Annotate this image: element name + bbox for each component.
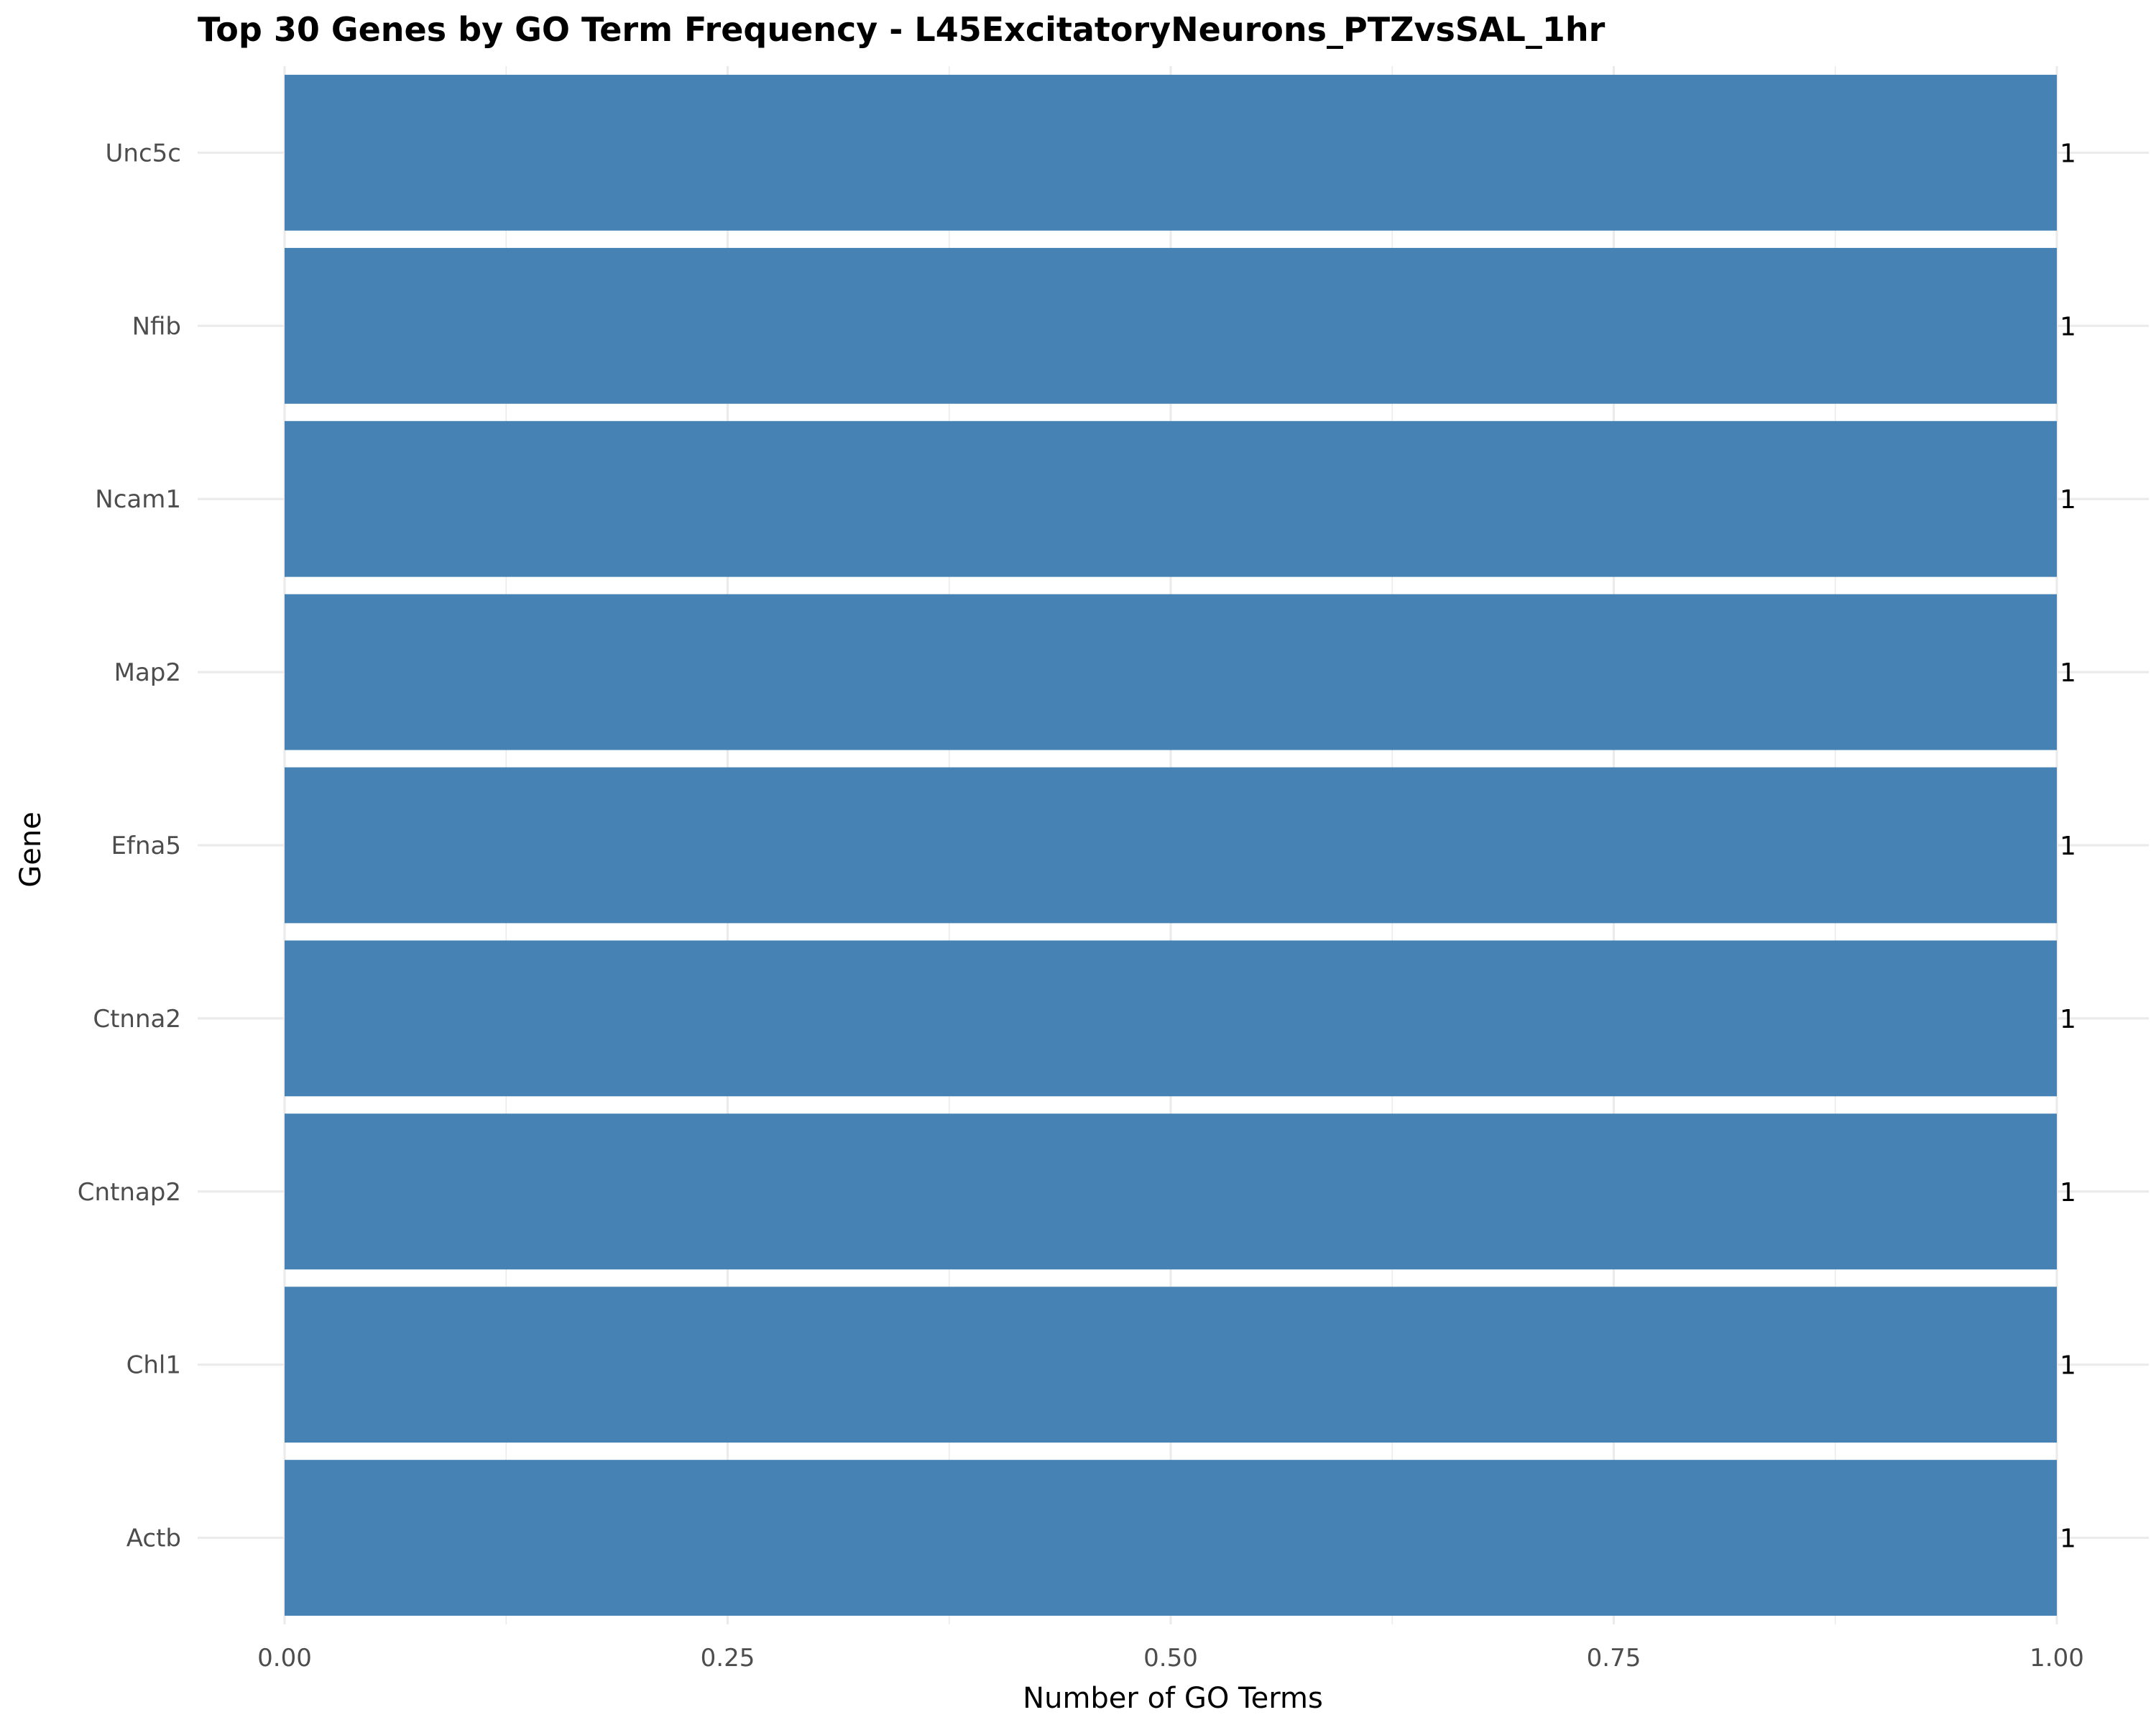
bar-cntnap2 bbox=[285, 1113, 2057, 1270]
y-tick-label: Actb bbox=[126, 1524, 181, 1553]
y-axis-title: Gene bbox=[14, 811, 47, 888]
data-label: 1 bbox=[2060, 1351, 2076, 1381]
data-label: 1 bbox=[2060, 1178, 2076, 1208]
bar-map2 bbox=[285, 594, 2057, 750]
bar-ncam1 bbox=[285, 420, 2057, 577]
bar-efna5 bbox=[285, 767, 2057, 924]
y-tick-label: Chl1 bbox=[126, 1351, 181, 1380]
y-tick-label: Efna5 bbox=[111, 832, 181, 860]
x-tick-label: 0.50 bbox=[1143, 1644, 1198, 1673]
data-label: 1 bbox=[2060, 1524, 2076, 1554]
bar-unc5c bbox=[285, 75, 2057, 231]
x-tick-label: 0.25 bbox=[701, 1644, 755, 1673]
bar-layer bbox=[285, 75, 2057, 1616]
y-tick-label: Ctnna2 bbox=[93, 1005, 181, 1034]
y-tick-label: Map2 bbox=[114, 658, 181, 687]
x-axis-ticks: 0.00 0.25 0.50 0.75 1.00 bbox=[257, 1644, 2084, 1673]
data-label: 1 bbox=[2060, 1005, 2076, 1034]
data-label: 1 bbox=[2060, 658, 2076, 688]
y-tick-label: Nfib bbox=[132, 312, 181, 341]
data-label-layer: 1 1 1 1 1 1 1 1 1 bbox=[2060, 139, 2076, 1553]
data-label: 1 bbox=[2060, 312, 2076, 341]
y-tick-label: Cntnap2 bbox=[78, 1178, 181, 1207]
y-axis-ticks: Unc5c Nfib Ncam1 Map2 Efna5 Ctnna2 Cntnap2 Chl1… bbox=[78, 139, 181, 1552]
data-label: 1 bbox=[2060, 485, 2076, 515]
bar-nfib bbox=[285, 247, 2057, 404]
data-label: 1 bbox=[2060, 139, 2076, 168]
bar-actb bbox=[285, 1460, 2057, 1616]
x-tick-label: 0.00 bbox=[257, 1644, 312, 1673]
y-tick-label: Ncam1 bbox=[95, 485, 181, 514]
bar-chl1 bbox=[285, 1287, 2057, 1443]
x-tick-label: 1.00 bbox=[2030, 1644, 2084, 1673]
data-label: 1 bbox=[2060, 832, 2076, 861]
y-tick-label: Unc5c bbox=[106, 139, 181, 167]
x-axis-title: Number of GO Terms bbox=[1023, 1682, 1323, 1715]
bar-ctnna2 bbox=[285, 940, 2057, 1097]
chart-title: Top 30 Genes by GO Term Frequency - L45E… bbox=[198, 10, 1606, 49]
x-tick-label: 0.75 bbox=[1587, 1644, 1641, 1673]
